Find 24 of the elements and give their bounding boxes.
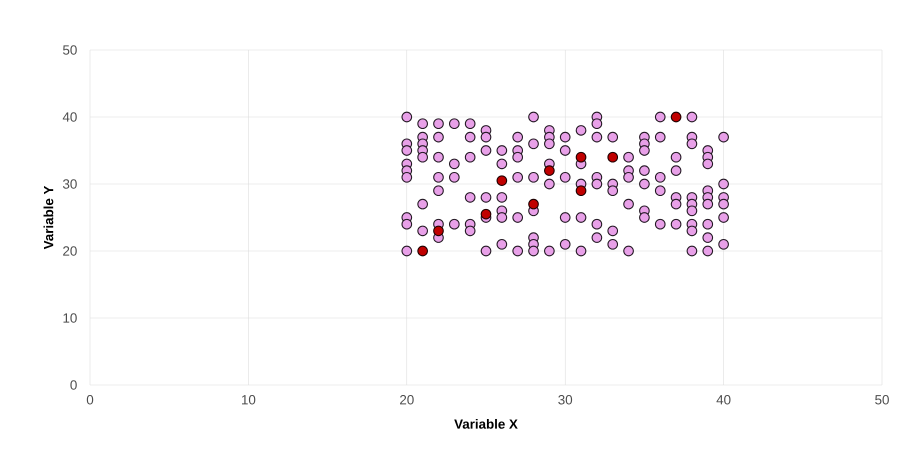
point — [607, 152, 618, 163]
point — [480, 208, 492, 220]
point — [544, 165, 555, 176]
point — [576, 185, 586, 196]
x-tick-label: 30 — [558, 395, 572, 404]
x-axis-title: Variable X — [454, 418, 518, 429]
y-tick-label: 10 — [63, 313, 77, 323]
point — [417, 246, 428, 256]
point — [433, 226, 444, 236]
y-tick-label: 40 — [62, 112, 77, 122]
x-tick-label: 0 — [86, 395, 94, 404]
point — [528, 198, 539, 210]
y-tick-label: 20 — [63, 246, 77, 256]
y-tick-label: 30 — [62, 179, 77, 189]
x-tick-label: 10 — [242, 395, 256, 404]
point — [496, 175, 508, 186]
point — [576, 152, 586, 163]
x-tick-label: 20 — [400, 395, 414, 404]
y-tick-label: 50 — [63, 45, 77, 55]
x-tick-label: 50 — [875, 395, 889, 404]
y-axis-title: Variable Y — [44, 186, 54, 250]
point — [670, 112, 682, 122]
x-tick-label: 40 — [716, 395, 730, 404]
y-tick-label: 0 — [70, 380, 77, 390]
